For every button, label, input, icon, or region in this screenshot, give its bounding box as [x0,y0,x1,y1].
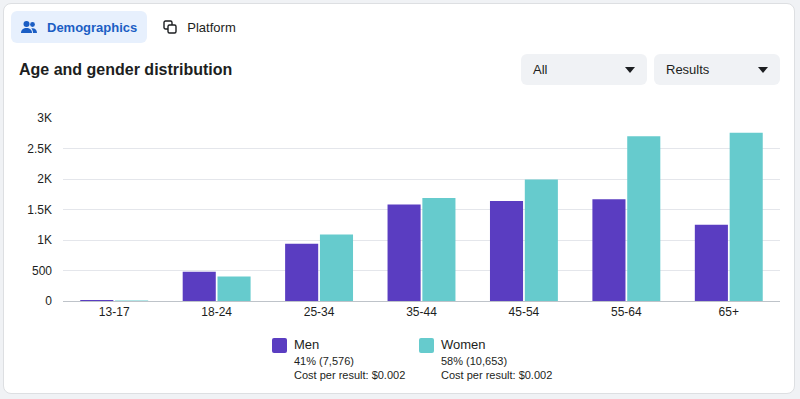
html-text:Cost per result: $0.002: Cost per result: $0.002 [294,369,406,381]
html-text:All: All [533,62,548,77]
svg-text:65+: 65+ [719,305,739,319]
html-text:Age and gender distribution: Age and gender distribution [19,61,233,78]
svg-text:45-54: 45-54 [509,305,540,319]
svg-text:0: 0 [45,294,52,308]
html-text:Cost per result: $0.002: Cost per result: $0.002 [441,369,553,381]
svg-text:2.5K: 2.5K [27,142,52,156]
html-text:Platform: Platform [187,19,236,35]
svg-text:500: 500 [32,264,52,278]
svg-text:13-17: 13-17 [99,305,130,319]
html-text:Women: Women [441,337,486,352]
svg-text:18-24: 18-24 [201,305,232,319]
svg-text:1.5K: 1.5K [27,203,52,217]
svg-text:35-44: 35-44 [406,305,437,319]
html-text:Results: Results [666,62,710,77]
svg-text:55-64: 55-64 [611,305,642,319]
html-text:41% (7,576): 41% (7,576) [294,355,354,367]
html-text:Demographics: Demographics [47,19,138,35]
svg-text:1K: 1K [37,233,52,247]
html-text:58% (10,653): 58% (10,653) [441,355,507,367]
svg-text:3K: 3K [37,111,52,125]
svg-text:2K: 2K [37,172,52,186]
html-text:Men: Men [294,337,320,352]
svg-text:25-34: 25-34 [304,305,335,319]
